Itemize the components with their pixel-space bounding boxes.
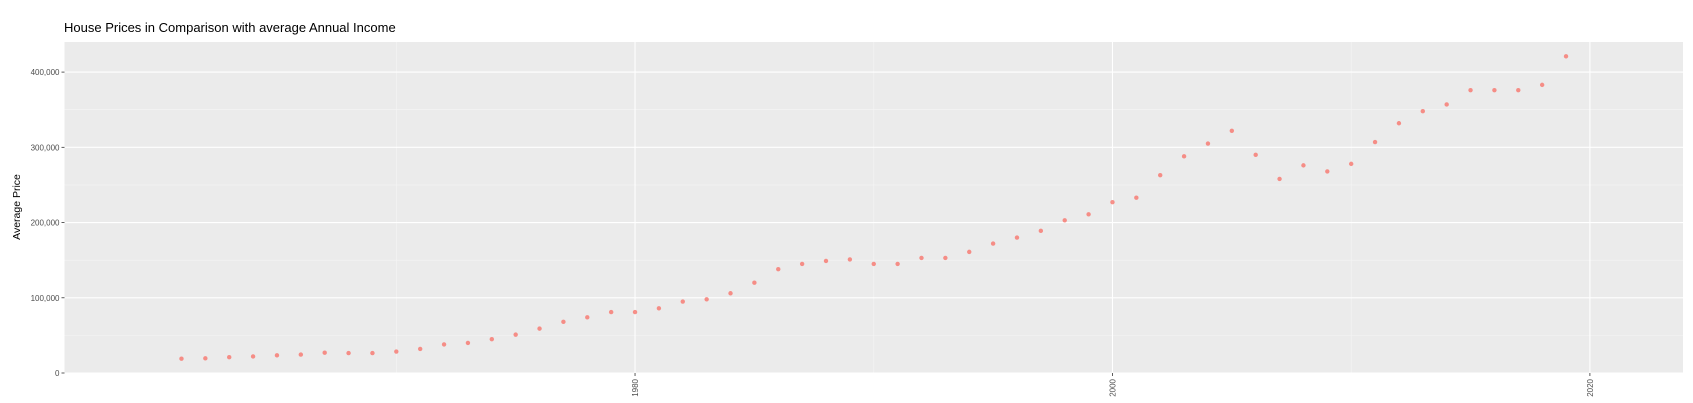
y-tick-label: 300,000 <box>31 143 60 152</box>
grid-lines <box>64 42 1683 374</box>
data-point <box>728 291 733 296</box>
data-point <box>203 356 208 361</box>
data-point <box>943 255 948 261</box>
data-point <box>776 266 781 272</box>
data-point <box>1038 228 1044 234</box>
data-point <box>919 255 924 261</box>
data-point <box>1158 172 1163 178</box>
data-point <box>656 306 662 311</box>
x-tick-label: 2000 <box>1108 378 1117 396</box>
data-point <box>585 315 590 320</box>
x-axis-label: Year <box>856 401 878 403</box>
y-tick-label: 0 <box>55 369 60 378</box>
data-point <box>1110 200 1115 205</box>
data-point <box>823 258 829 264</box>
chart-title: House Prices in Comparison with average … <box>64 20 396 35</box>
axes: 0 100,000 200,000 300,000 400,000 1980 2000 202… <box>31 68 1595 397</box>
data-point <box>370 350 375 356</box>
data-point <box>274 353 280 358</box>
data-point <box>346 350 351 356</box>
data-point <box>632 309 638 315</box>
y-axis-label: Average Price <box>11 174 23 240</box>
data-point <box>1563 54 1569 59</box>
data-point <box>608 309 614 315</box>
data-point <box>1420 109 1425 114</box>
data-point <box>1277 176 1282 182</box>
data-point <box>1181 154 1187 159</box>
data-point <box>1492 87 1497 93</box>
data-point <box>1301 163 1306 168</box>
data-point <box>1014 235 1020 240</box>
data-point <box>537 326 542 331</box>
data-point <box>465 340 471 346</box>
data-point <box>1062 218 1067 223</box>
data-point <box>489 336 495 342</box>
data-point <box>1325 169 1330 174</box>
data-point <box>1134 195 1139 200</box>
data-point <box>799 261 805 267</box>
data-point <box>1539 82 1545 88</box>
data-point <box>561 319 566 325</box>
data-point <box>1516 87 1521 93</box>
y-tick-label: 100,000 <box>31 294 60 303</box>
data-point <box>680 299 685 304</box>
data-point <box>1086 212 1091 217</box>
data-point <box>1348 161 1354 167</box>
data-point <box>990 241 996 246</box>
data-points <box>179 54 1569 361</box>
data-point <box>1396 121 1402 126</box>
data-point <box>1253 152 1258 158</box>
data-point <box>871 261 876 267</box>
data-point <box>298 352 304 357</box>
data-point <box>394 349 399 354</box>
data-point <box>1468 87 1473 93</box>
data-point <box>1229 128 1235 133</box>
data-point <box>847 257 853 262</box>
data-point <box>250 354 256 359</box>
y-tick-label: 400,000 <box>31 68 60 77</box>
data-point <box>441 342 447 347</box>
data-point <box>1372 139 1378 145</box>
data-point <box>513 332 518 337</box>
data-point <box>1205 141 1211 146</box>
data-point <box>704 297 709 302</box>
y-tick-label: 200,000 <box>31 219 60 228</box>
data-point <box>227 355 232 360</box>
data-point <box>967 249 972 255</box>
data-point <box>895 261 900 267</box>
data-point <box>322 350 327 355</box>
data-point <box>417 346 423 352</box>
data-point <box>752 280 757 285</box>
data-point <box>1444 102 1449 107</box>
data-point <box>179 356 184 361</box>
x-tick-label: 2020 <box>1586 378 1595 396</box>
x-tick-label: 1980 <box>631 378 640 396</box>
